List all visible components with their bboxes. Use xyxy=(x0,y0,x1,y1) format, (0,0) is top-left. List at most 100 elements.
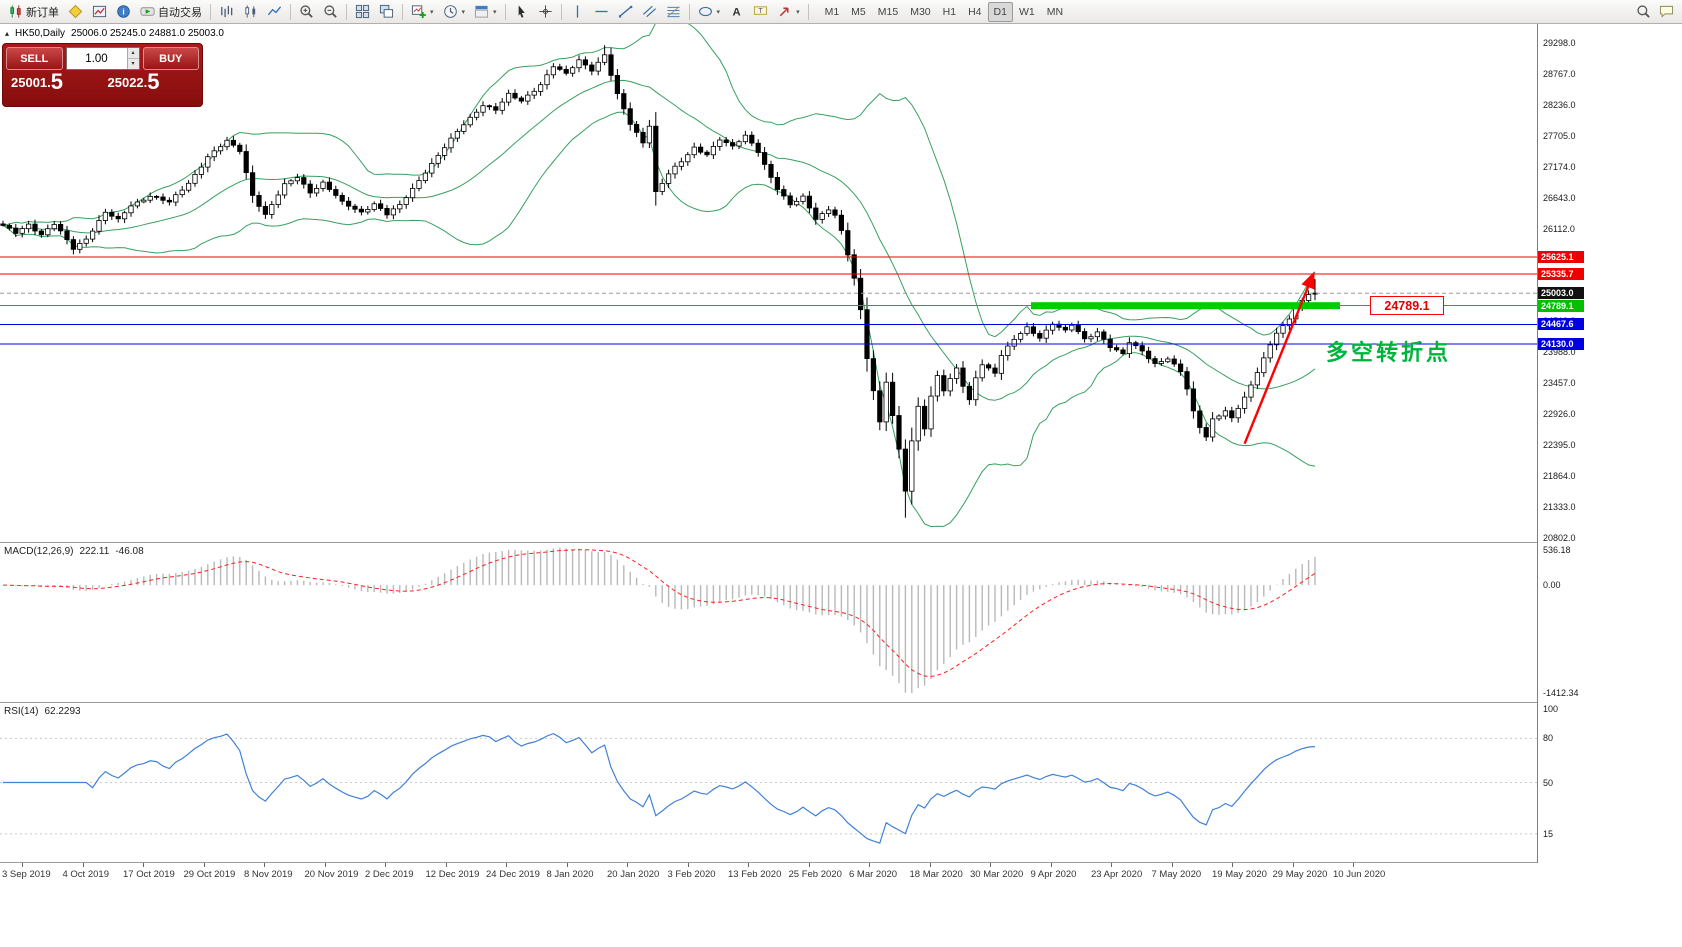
toolbar-crosshair-button[interactable] xyxy=(534,2,557,22)
price-axis-label: 23988.0 xyxy=(1543,347,1576,358)
toolbar-cascade-windows-button[interactable] xyxy=(375,2,398,22)
timeframe-m5-button[interactable]: M5 xyxy=(851,5,866,18)
date-axis-label: 7 May 2020 xyxy=(1151,869,1202,880)
market-watch-icon xyxy=(92,4,107,19)
toolbar-cursor-button[interactable] xyxy=(510,2,533,22)
rsi-canvas[interactable] xyxy=(0,703,1537,862)
toolbar-shapes-button[interactable]: ▾ xyxy=(694,2,725,22)
toolbar-separator xyxy=(807,3,809,20)
timeframe-m15-button[interactable]: M15 xyxy=(877,5,899,18)
toolbar-autotrading-button[interactable]: 自动交易 xyxy=(136,2,206,22)
toolbar-candlestick-mode-button[interactable] xyxy=(239,2,262,22)
timeframe-w1-button[interactable]: W1 xyxy=(1018,5,1035,18)
channel-icon xyxy=(642,4,657,19)
toolbar-data-window-button[interactable]: i xyxy=(112,2,135,22)
toolbar-tile-windows-button[interactable] xyxy=(351,2,374,22)
timeframe-m1-button[interactable]: M1 xyxy=(824,5,840,18)
macd-pane[interactable]: MACD(12,26,9) 222.11 -46.08 xyxy=(0,543,1537,702)
toolbar-market-watch-button[interactable] xyxy=(88,2,111,22)
trend-arrow[interactable] xyxy=(1243,271,1315,445)
date-axis-label: 29 May 2020 xyxy=(1272,869,1328,880)
date-axis[interactable]: 3 Sep 2019 4 Oct 2019 17 Oct 2019 29 Oct 20… xyxy=(0,863,1682,887)
dropdown-caret-icon: ▾ xyxy=(796,8,800,16)
support-band[interactable] xyxy=(1031,302,1340,310)
volume-steppers: ▴ ▾ xyxy=(126,48,139,69)
toolbar-arrow-objects-button[interactable]: ▾ xyxy=(773,2,804,22)
chart-symbol-period: HK50,Daily xyxy=(15,28,66,39)
one-click-prices: 25001. 5 25022. 5 xyxy=(6,71,199,93)
date-tick xyxy=(506,863,507,867)
timeframe-m30-button[interactable]: M30 xyxy=(910,5,931,18)
toolbar-new-order-button[interactable]: 新订单 xyxy=(4,2,63,22)
toolbar-equidistant-channel-button[interactable] xyxy=(638,2,661,22)
volume-input[interactable] xyxy=(66,48,127,69)
toolbar-zoom-in-button[interactable] xyxy=(295,2,318,22)
one-click-trading-panel: SELL ▴ ▾ BUY 25001.5 25022.5 xyxy=(2,43,203,107)
toolbar-vertical-line-button[interactable] xyxy=(566,2,589,22)
main-chart-pane[interactable]: ▴ HK50,Daily 25006.0 25245.0 24881.0 250… xyxy=(0,24,1537,542)
toolbar-metaeditor-button[interactable] xyxy=(64,2,87,22)
rsi-label: RSI(14) 62.2293 xyxy=(4,706,87,717)
toolbar-trendline-button[interactable] xyxy=(614,2,637,22)
date-axis-label: 20 Nov 2019 xyxy=(304,869,359,880)
toolbar-new-chart-button[interactable]: ▾ xyxy=(407,2,438,22)
toolbar-fibonacci-button[interactable] xyxy=(662,2,685,22)
chat-icon xyxy=(1659,4,1674,19)
text-label-icon: T xyxy=(753,4,768,19)
price-axis-label: 22395.0 xyxy=(1543,440,1576,451)
date-tick xyxy=(203,863,205,867)
macd-value-main: 222.11 xyxy=(79,546,110,557)
toolbar-chat-button[interactable] xyxy=(1655,2,1678,22)
date-tick xyxy=(324,863,326,867)
macd-value-signal: -46.08 xyxy=(115,546,144,557)
toolbar-line-chart-mode-button[interactable] xyxy=(263,2,286,22)
sell-button[interactable]: SELL xyxy=(6,47,63,70)
timeframe-mn-button[interactable]: MN xyxy=(1046,5,1064,18)
toolbar-separator xyxy=(210,3,211,20)
chart-ohlc-values: 25006.0 25245.0 24881.0 25003.0 xyxy=(71,28,224,39)
turning-point-note: 多空转折点 xyxy=(1326,340,1452,365)
date-tick xyxy=(82,863,84,867)
macd-canvas[interactable] xyxy=(0,543,1537,702)
timeframe-d1-button[interactable]: D1 xyxy=(987,1,1013,22)
date-axis-label: 3 Sep 2019 xyxy=(2,869,51,880)
macd-axis-label: 536.18 xyxy=(1543,545,1571,555)
macd-histogram xyxy=(8,548,1316,693)
price-axis-label: 27174.0 xyxy=(1543,161,1576,172)
timeframe-h1-button[interactable]: H1 xyxy=(942,5,957,18)
macd-label: MACD(12,26,9) 222.11 -46.08 xyxy=(4,546,150,557)
date-axis-label: 30 Mar 2020 xyxy=(970,869,1024,880)
price-tag-25625.1: 25625.1 xyxy=(1538,251,1584,263)
date-tick xyxy=(1353,863,1354,867)
timeframe-h4-button[interactable]: H4 xyxy=(968,5,982,18)
dropdown-caret-icon: ▾ xyxy=(461,8,466,16)
text-a-icon: A xyxy=(729,4,744,19)
zoom-out-icon xyxy=(323,4,338,19)
volume-up-button[interactable]: ▴ xyxy=(127,48,139,59)
cascade-icon xyxy=(379,4,394,19)
toolbar-search-button[interactable] xyxy=(1632,2,1655,22)
volume-down-button[interactable]: ▾ xyxy=(127,59,139,69)
price-tag-25003.0: 25003.0 xyxy=(1538,287,1584,300)
price-axis[interactable]: 29298.0 28767.0 28236.0 27705.0 27174.0 26643… xyxy=(1537,24,1682,863)
sell-price: 25001. 5 xyxy=(11,69,64,94)
oneclick-collapse-icon[interactable]: ▴ xyxy=(5,29,10,38)
buy-button[interactable]: BUY xyxy=(142,47,199,70)
pane-separator[interactable] xyxy=(0,542,1682,543)
toolbar-profiles-button[interactable]: ▾ xyxy=(439,2,470,22)
pane-separator[interactable] xyxy=(0,702,1682,703)
toolbar-zoom-out-button[interactable] xyxy=(319,2,342,22)
price-axis-label: 27705.0 xyxy=(1543,130,1576,141)
price-axis-label: 22926.0 xyxy=(1543,409,1576,420)
chart-candles-icon xyxy=(243,4,258,19)
toolbar-text-button[interactable]: A xyxy=(725,2,748,22)
rsi-pane[interactable]: RSI(14) 62.2293 xyxy=(0,703,1537,862)
toolbar-text-label-button[interactable]: T xyxy=(749,2,772,22)
rsi-axis-label: 100 xyxy=(1543,704,1559,714)
fibo-icon xyxy=(666,4,681,19)
toolbar-horizontal-line-button[interactable] xyxy=(590,2,613,22)
toolbar-bar-chart-mode-button[interactable] xyxy=(215,2,238,22)
main-chart-canvas[interactable] xyxy=(0,24,1537,542)
toolbar-templates-button[interactable]: ▾ xyxy=(470,2,501,22)
date-axis-label: 25 Feb 2020 xyxy=(788,869,842,880)
